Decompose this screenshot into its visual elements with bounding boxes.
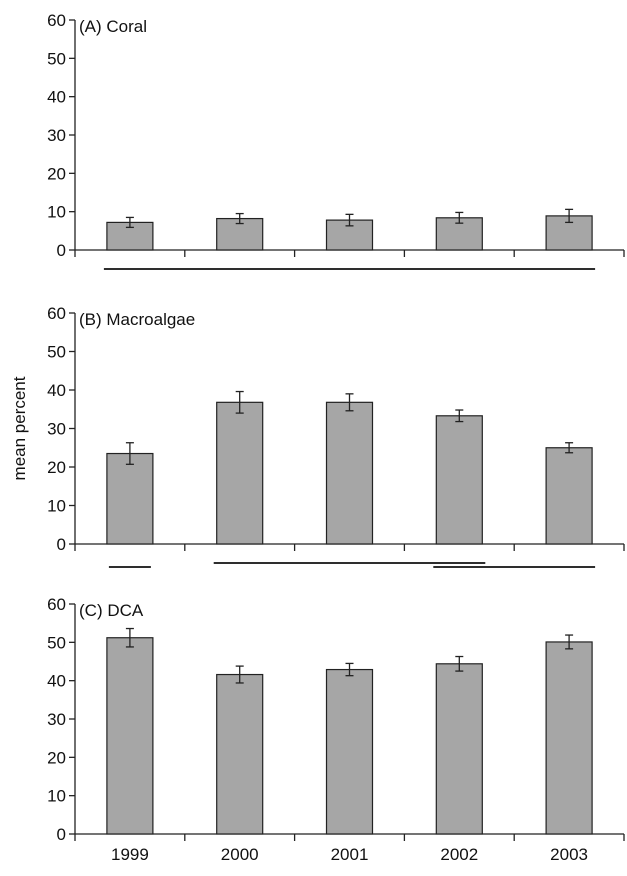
bar-2002 [435,663,483,835]
panel-label: (C) DCA [79,601,144,620]
x-tick-label: 2002 [440,845,478,864]
panel-label: (A) Coral [79,17,147,36]
y-tick-label: 0 [57,825,66,844]
bar-2003 [545,447,593,545]
y-tick-label: 50 [47,633,66,652]
y-tick-label: 40 [47,88,66,107]
y-tick-label: 10 [47,203,66,222]
y-tick-label: 20 [47,748,66,767]
y-tick-label: 30 [47,126,66,145]
bar-2001 [325,668,374,835]
y-tick-label: 0 [57,535,66,554]
y-tick-label: 40 [47,381,66,400]
chart-panel-3: 0 10 20 30 40 50 60 1999 2000 2001 2002 2003 (C) DCA [47,595,625,864]
y-tick-label: 60 [47,595,66,614]
y-tick-label: 60 [47,304,66,323]
y-tick-label: 10 [47,497,66,516]
chart-panel-1: 0 10 20 30 40 50 60 (A) Coral [47,11,625,270]
y-tick-label: 20 [47,164,66,183]
x-tick-label: 1999 [111,845,149,864]
y-tick-label: 50 [47,343,66,362]
bar-2003 [545,641,593,835]
y-tick-label: 30 [47,710,66,729]
y-tick-label: 50 [47,49,66,68]
y-tick-label: 60 [47,11,66,30]
x-tick-label: 2000 [221,845,259,864]
bar-2000 [216,401,264,545]
x-tick-label: 2003 [550,845,588,864]
y-tick-label: 10 [47,787,66,806]
y-tick-label: 30 [47,420,66,439]
chart-panel-2: 0 10 20 30 40 50 60 (B) Macroalgae mean percent [10,304,625,568]
y-tick-label: 0 [57,241,66,260]
bar-2001 [325,401,374,545]
panel-label: (B) Macroalgae [79,310,195,329]
y-axis-title: mean percent [10,376,29,480]
bar-2002 [435,415,483,545]
bar-1999 [106,637,154,835]
y-tick-label: 40 [47,672,66,691]
bar-1999 [106,452,154,545]
y-tick-label: 20 [47,458,66,477]
bar-2000 [216,673,264,835]
x-tick-label: 2001 [331,845,369,864]
